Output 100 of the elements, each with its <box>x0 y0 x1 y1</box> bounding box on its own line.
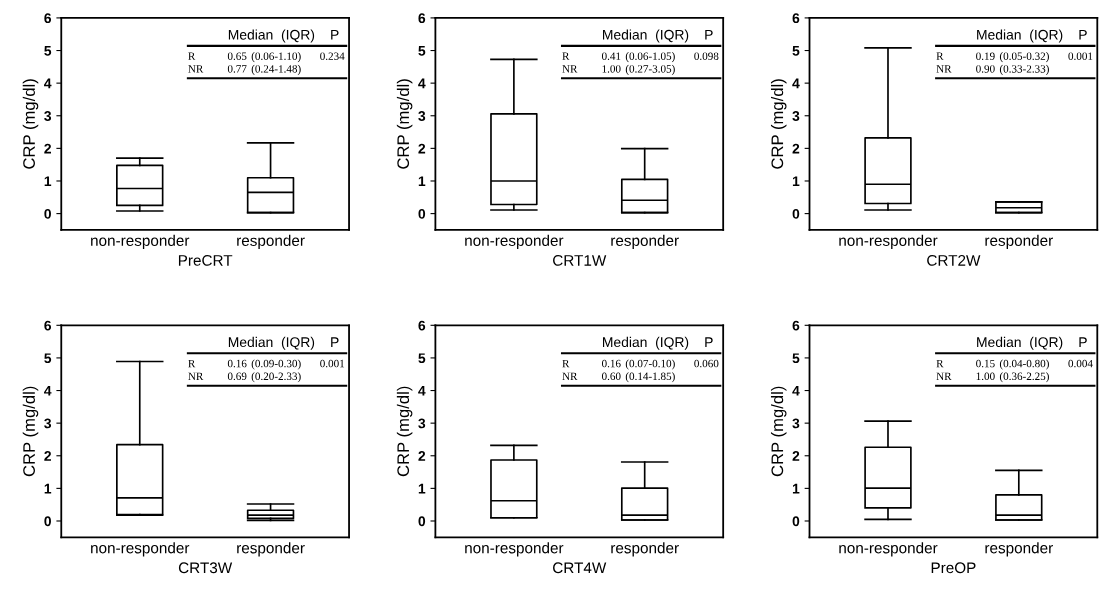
x-axis-title: CRT3W <box>178 562 233 574</box>
annotation: Median (IQR) <box>977 29 1063 43</box>
x-axis-title: PreCRT <box>178 254 233 266</box>
annotation: (0.36-2.25) <box>999 372 1049 383</box>
y-tick-label: 1 <box>792 176 800 187</box>
y-tick-label: 5 <box>44 353 52 364</box>
y-tick-label: 6 <box>792 320 800 331</box>
x-tick-label: responder <box>237 542 305 557</box>
x-axis-title: CRT4W <box>553 562 607 574</box>
annotation: R <box>936 359 944 368</box>
x-tick-label: responder <box>611 234 679 250</box>
annotation: 0.77 <box>227 65 247 73</box>
x-tick-label: non-responder <box>465 542 564 557</box>
annotation: Median (IQR) <box>228 29 315 43</box>
y-tick-label: 5 <box>418 353 426 364</box>
annotation: Median (IQR) <box>603 29 689 43</box>
annotation: 0.16 <box>227 359 247 368</box>
y-axis-title: CRP (mg/dl) <box>770 386 787 477</box>
x-tick-label: responder <box>237 234 305 250</box>
x-tick-label: responder <box>985 234 1053 250</box>
annotation: R <box>188 52 196 60</box>
annotation: (0.04-0.80) <box>999 359 1049 370</box>
y-tick-label: 3 <box>792 418 800 429</box>
annotation: 0.001 <box>1068 52 1093 60</box>
y-tick-label: 0 <box>44 208 51 219</box>
y-tick-label: 3 <box>792 111 800 121</box>
annotation: NR <box>936 65 952 73</box>
x-tick-label: non-responder <box>465 234 564 250</box>
y-tick-label: 3 <box>44 111 52 121</box>
annotation: (0.20-2.33) <box>251 372 301 383</box>
annotation: (0.33-2.33) <box>999 64 1049 75</box>
y-tick-label: 0 <box>792 208 800 219</box>
annotation: (0.06-1.05) <box>625 52 675 63</box>
y-tick-label: 1 <box>792 483 800 494</box>
annotation: 1.00 <box>602 65 621 73</box>
y-tick-label: 4 <box>792 386 800 396</box>
annotation: 0.16 <box>601 359 621 368</box>
y-tick-label: 2 <box>792 143 800 154</box>
x-tick-label: non-responder <box>839 234 938 250</box>
y-tick-label: 6 <box>792 13 800 24</box>
y-axis-title: CRP (mg/dl) <box>22 386 39 477</box>
y-tick-label: 3 <box>418 111 426 121</box>
y-tick-label: 5 <box>44 46 52 56</box>
y-tick-label: 2 <box>44 143 51 154</box>
x-axis-title: PreOP <box>931 562 976 574</box>
y-tick-label: 6 <box>44 320 52 331</box>
y-tick-label: 1 <box>44 483 52 494</box>
annotation: 1.00 <box>976 372 995 381</box>
y-tick-label: 3 <box>44 418 52 429</box>
annotation: (0.27-3.05) <box>625 64 675 75</box>
annotation: NR <box>936 372 952 380</box>
annotation: Median (IQR) <box>977 336 1063 350</box>
y-tick-label: 0 <box>418 208 426 219</box>
annotation: (0.14-1.85) <box>625 372 675 383</box>
annotation: Median (IQR) <box>603 336 689 350</box>
annotation: 0.41 <box>601 52 621 60</box>
y-tick-label: 3 <box>418 418 426 429</box>
annotation: (0.07-0.10) <box>625 359 675 370</box>
y-tick-label: 4 <box>418 386 426 396</box>
annotation: (0.09-0.30) <box>251 359 301 370</box>
y-tick-label: 5 <box>792 46 800 56</box>
annotation: 0.19 <box>976 52 995 60</box>
y-tick-label: 6 <box>418 13 426 24</box>
x-tick-label: non-responder <box>91 234 190 250</box>
y-tick-label: 6 <box>418 320 426 331</box>
annotation: P <box>705 29 713 40</box>
y-tick-label: 4 <box>418 78 426 89</box>
x-axis-title: CRT2W <box>927 254 981 266</box>
y-tick-label: 2 <box>792 451 800 461</box>
y-tick-label: 2 <box>418 451 426 461</box>
y-tick-label: 4 <box>44 386 52 396</box>
annotation: R <box>188 359 196 368</box>
annotation: 0.15 <box>976 359 995 368</box>
annotation: NR <box>562 372 578 380</box>
annotation: P <box>1079 29 1087 40</box>
annotation: NR <box>188 65 204 73</box>
annotation: P <box>331 29 339 40</box>
annotation: R <box>936 52 944 60</box>
y-tick-label: 1 <box>44 176 52 187</box>
y-axis-title: CRP (mg/dl) <box>22 79 39 169</box>
x-tick-label: non-responder <box>91 542 190 557</box>
y-tick-label: 6 <box>44 13 52 24</box>
y-tick-label: 2 <box>418 143 426 154</box>
annotation: 0.65 <box>227 52 247 60</box>
annotation: Median (IQR) <box>228 336 315 350</box>
annotation: P <box>1079 337 1087 347</box>
x-tick-label: non-responder <box>839 542 938 557</box>
y-tick-label: 0 <box>418 516 426 527</box>
annotation: NR <box>188 372 204 380</box>
annotation: (0.24-1.48) <box>251 64 301 75</box>
annotation: 0.60 <box>601 372 621 381</box>
y-tick-label: 4 <box>792 78 800 89</box>
y-tick-label: 0 <box>44 516 51 527</box>
y-tick-label: 5 <box>792 353 800 364</box>
annotation: 0.004 <box>1068 359 1093 368</box>
annotation: (0.06-1.10) <box>251 52 301 63</box>
annotation: P <box>705 337 713 347</box>
annotation: 0.098 <box>694 52 719 60</box>
annotation: P <box>331 337 339 347</box>
y-tick-label: 1 <box>418 483 426 494</box>
